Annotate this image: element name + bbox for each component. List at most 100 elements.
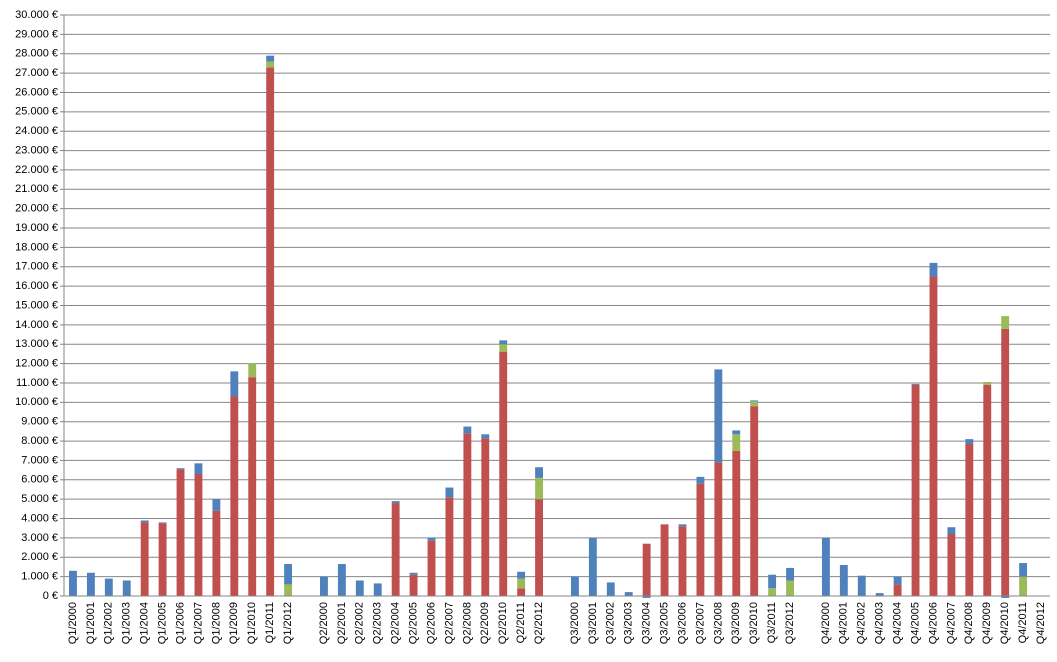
x-tick-label: Q4/2002 <box>856 602 868 644</box>
x-tick-label: Q4/2006 <box>927 602 939 644</box>
bar-segment <box>642 543 651 596</box>
bar-segment <box>463 426 472 434</box>
x-tick-label: Q2/2001 <box>336 602 348 644</box>
bar-segment <box>750 401 759 407</box>
y-tick-label: 6.000 € <box>21 474 58 486</box>
bar-segment <box>786 567 794 581</box>
x-tick-label: Q2/2011 <box>515 602 527 643</box>
bar-segment <box>481 438 490 596</box>
bar-segment <box>768 574 777 589</box>
x-tick-label: Q1/2008 <box>210 602 222 644</box>
bar-segment <box>1001 328 1010 596</box>
bar-segment <box>696 476 705 484</box>
x-tick-label: Q1/2004 <box>139 602 151 644</box>
bar-segment <box>194 473 203 596</box>
bar-segment <box>140 522 149 596</box>
y-tick-label: 17.000 € <box>15 261 58 273</box>
bar-segment <box>320 576 328 596</box>
x-tick-label: Q3/2009 <box>730 602 742 644</box>
x-tick-label: Q1/2012 <box>282 602 294 644</box>
x-tick-label: Q1/2009 <box>228 602 240 644</box>
x-tick-label: Q4/2000 <box>820 602 832 644</box>
x-tick-label: Q1/2005 <box>157 602 169 644</box>
bar-segment <box>517 578 526 589</box>
y-tick-label: 24.000 € <box>15 125 58 137</box>
bar-segment <box>69 570 77 596</box>
y-tick-label: 7.000 € <box>21 454 58 466</box>
bar-segment <box>570 576 579 596</box>
y-tick-label: 15.000 € <box>15 299 58 311</box>
x-tick-label: Q4/2007 <box>945 602 957 644</box>
y-tick-label: 27.000 € <box>15 67 58 79</box>
bar-segment <box>1001 596 1010 598</box>
x-tick-label: Q3/2007 <box>694 602 706 644</box>
y-tick-label: 12.000 € <box>15 358 58 370</box>
bar-segment <box>140 520 149 523</box>
x-tick-label: Q2/2012 <box>533 602 545 644</box>
bar-segment <box>857 575 866 596</box>
bar-segment <box>875 593 884 596</box>
bar-segment <box>86 572 95 596</box>
x-tick-label: Q4/2001 <box>838 602 850 644</box>
bar-segment <box>839 565 848 596</box>
bar-segment <box>499 351 508 596</box>
x-tick-label: Q1/2001 <box>85 602 97 644</box>
y-tick-label: 19.000 € <box>15 222 58 234</box>
bar-segment <box>409 574 418 596</box>
bar-segment <box>588 537 597 596</box>
bar-segment <box>1019 576 1028 596</box>
bar-segment <box>660 524 669 596</box>
bar-segment <box>1019 563 1028 577</box>
bar-segment <box>732 430 741 435</box>
x-tick-label: Q2/2007 <box>443 602 455 644</box>
bar-segment <box>409 572 418 575</box>
bar-segment <box>983 384 992 596</box>
bar-segment <box>750 400 759 402</box>
bar-segment <box>535 499 544 596</box>
bar-segment <box>481 434 490 439</box>
bar-segment <box>624 592 633 596</box>
bar-segment <box>929 276 938 596</box>
bar-segment <box>732 450 741 596</box>
bar-segment <box>517 588 526 596</box>
x-tick-label: Q2/2002 <box>354 602 366 644</box>
bar-segment <box>284 564 293 585</box>
y-tick-label: 9.000 € <box>21 416 58 428</box>
bar-segment <box>929 262 938 277</box>
bar-segment <box>768 588 777 596</box>
bar-segment <box>158 523 167 596</box>
y-tick-label: 1.000 € <box>21 571 58 583</box>
x-tick-label: Q1/2011 <box>264 602 276 643</box>
y-tick-label: 29.000 € <box>15 28 58 40</box>
bar-segment <box>965 439 974 444</box>
x-tick-label: Q2/2010 <box>497 602 509 644</box>
y-tick-label: 0 € <box>43 590 58 602</box>
x-tick-label: Q4/2005 <box>909 602 921 644</box>
bar-segment <box>535 467 544 478</box>
bar-segment <box>947 534 956 596</box>
x-tick-label: Q4/2009 <box>981 602 993 644</box>
bar-segment <box>714 369 723 463</box>
x-tick-label: Q3/2012 <box>784 602 796 644</box>
bar-segment <box>391 503 400 596</box>
bar-segment <box>355 580 364 596</box>
bar-segment <box>104 578 113 596</box>
x-tick-label: Q3/2003 <box>623 602 635 644</box>
bar-segment <box>373 583 382 596</box>
y-tick-label: 11.000 € <box>16 377 58 389</box>
y-tick-label: 18.000 € <box>15 241 58 253</box>
bar-segment <box>212 499 221 511</box>
bar-segment <box>517 571 526 579</box>
x-tick-label: Q3/2008 <box>712 602 724 644</box>
y-tick-label: 20.000 € <box>15 203 58 215</box>
bar-segment <box>965 443 974 596</box>
x-tick-label: Q3/2000 <box>569 602 581 644</box>
x-tick-label: Q3/2002 <box>605 602 617 644</box>
x-tick-label: Q1/2007 <box>192 602 204 644</box>
x-tick-label: Q2/2008 <box>461 602 473 644</box>
bar-segment <box>391 501 400 504</box>
x-tick-label: Q4/2010 <box>999 602 1011 644</box>
x-tick-label: Q4/2003 <box>874 602 886 644</box>
bar-segment <box>696 483 705 596</box>
